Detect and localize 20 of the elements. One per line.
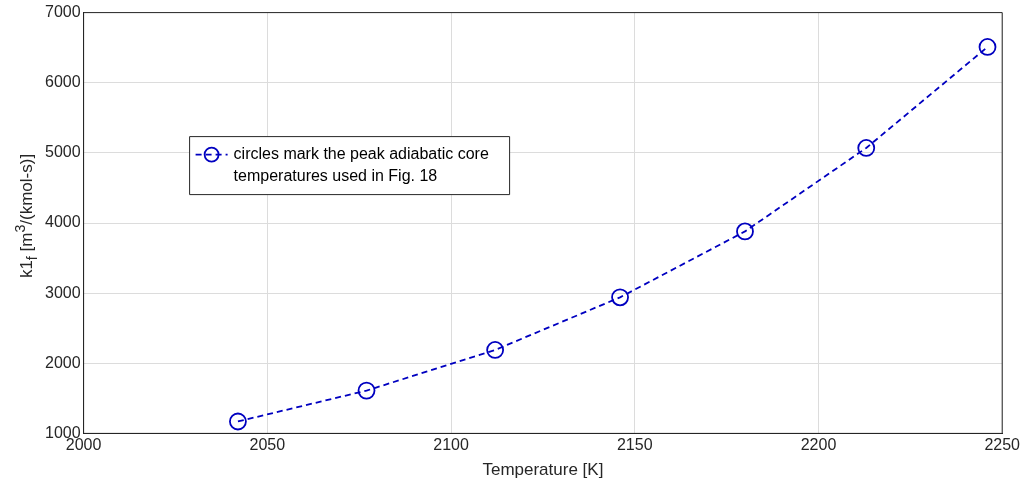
point bbox=[611, 288, 629, 307]
x-tick-label: 2250 bbox=[984, 436, 1021, 454]
x-tick-label: 2050 bbox=[249, 436, 286, 454]
y-tick-label: 2000 bbox=[45, 353, 81, 371]
point bbox=[486, 341, 505, 359]
x-axis-title: Temperature [K] bbox=[482, 460, 604, 480]
x-tick-label: 2100 bbox=[433, 436, 469, 454]
y-tick-label: 6000 bbox=[45, 73, 81, 91]
legend-label: circles mark the peak adiabatic core temperatures used in Fig. 18 bbox=[233, 145, 489, 185]
point bbox=[357, 381, 376, 400]
x-tick-label: 2200 bbox=[800, 436, 837, 454]
x-tick-label: 2150 bbox=[616, 436, 653, 454]
y-tick-label: 3000 bbox=[45, 283, 81, 301]
y-tick-label: 4000 bbox=[45, 213, 81, 231]
y-tick-label: 5000 bbox=[45, 143, 81, 161]
point bbox=[736, 222, 754, 241]
y-tick-label: 7000 bbox=[45, 3, 81, 21]
point bbox=[978, 38, 997, 56]
point bbox=[229, 412, 247, 431]
point bbox=[857, 139, 876, 157]
